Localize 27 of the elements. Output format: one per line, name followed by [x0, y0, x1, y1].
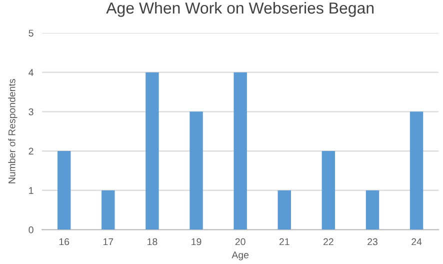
x-tick-label: 22 [324, 238, 334, 246]
x-axis-title: Age [232, 252, 249, 260]
bar [58, 151, 71, 230]
bar [366, 190, 380, 230]
bar [322, 151, 336, 230]
bar [234, 72, 247, 230]
bar [190, 112, 203, 230]
x-tick-label: 23 [368, 238, 378, 246]
y-tick-label: 4 [28, 69, 34, 76]
x-tick-label: 17 [104, 238, 114, 246]
x-tick-label: 21 [279, 238, 290, 246]
x-tick-label: 24 [412, 238, 422, 246]
y-tick-label: 1 [29, 187, 34, 194]
x-tick-label: 19 [192, 238, 202, 246]
y-tick-label: 2 [28, 148, 34, 155]
y-tick-label: 0 [28, 226, 34, 234]
x-tick-label: 20 [235, 238, 246, 246]
x-tick-label: 16 [59, 238, 70, 246]
bar [102, 190, 115, 230]
bar [146, 72, 159, 230]
bar [410, 112, 424, 230]
chart-title: Age When Work on Webseries Began [106, 2, 374, 17]
y-tick-label: 5 [28, 30, 34, 37]
bar [278, 190, 291, 230]
y-tick-label: 3 [28, 108, 34, 116]
y-axis-title: Number of Respondents [8, 78, 18, 184]
x-tick-label: 18 [148, 238, 158, 246]
